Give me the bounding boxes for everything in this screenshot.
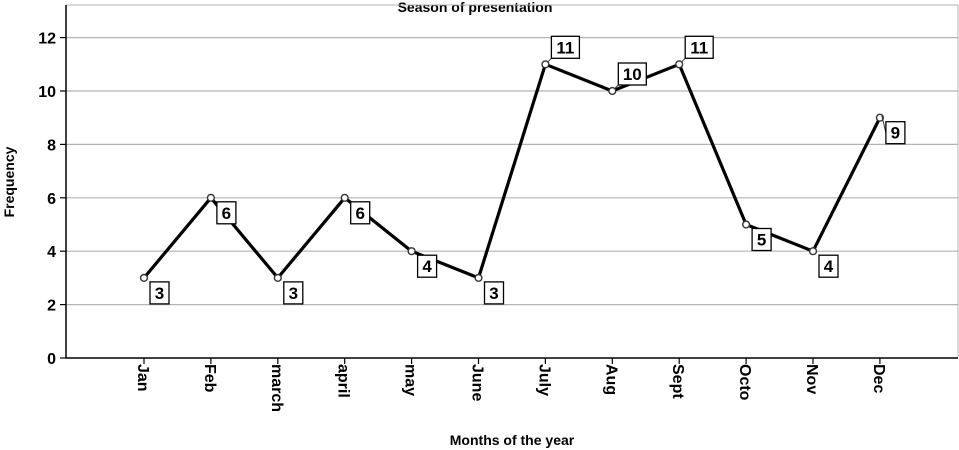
data-point xyxy=(741,220,751,229)
data-label: 9 xyxy=(891,124,900,143)
x-tick-label: July xyxy=(535,364,552,396)
data-label-box xyxy=(283,281,304,305)
data-label: 11 xyxy=(690,38,708,57)
x-tick-label: march xyxy=(268,364,285,412)
data-label: 5 xyxy=(757,231,766,250)
data-label-box xyxy=(818,254,839,278)
y-tick-label: 6 xyxy=(47,191,56,208)
data-label-box xyxy=(617,62,647,86)
chart-title: Season of presentation xyxy=(398,0,553,15)
x-tick-label: Nov xyxy=(803,364,820,394)
data-point xyxy=(675,60,684,69)
x-tick-label: June xyxy=(469,364,486,401)
data-labels: 3 6 3 6 4 3 11 10 11 5 4 9 xyxy=(149,35,906,305)
y-tick-label: 2 xyxy=(47,298,56,315)
x-tick-label: Sept xyxy=(669,364,686,399)
data-label-box xyxy=(149,281,170,305)
x-tick-label: Aug xyxy=(602,364,619,395)
data-point xyxy=(608,86,617,96)
x-tick-label: april xyxy=(335,364,352,398)
data-label: 3 xyxy=(155,284,164,303)
x-tick-label: may xyxy=(402,364,419,396)
x-tick-label: Dec xyxy=(870,364,887,393)
y-tick-label: 0 xyxy=(47,351,56,368)
data-label: 6 xyxy=(355,204,364,223)
x-tick-label: Jan xyxy=(134,364,151,392)
y-tick-label: 12 xyxy=(38,31,56,48)
data-label: 11 xyxy=(556,38,574,57)
data-point xyxy=(808,247,818,256)
series-line-group xyxy=(139,60,885,283)
data-label: 3 xyxy=(289,284,298,303)
y-tick-labels: 0 2 4 6 8 10 12 xyxy=(38,31,56,368)
data-label-box xyxy=(885,121,906,145)
data-label-box xyxy=(216,201,237,225)
data-label-box xyxy=(350,201,371,225)
data-label-box xyxy=(684,35,714,59)
x-tick-label: Octo xyxy=(736,364,753,401)
x-axis-label: Months of the year xyxy=(450,432,575,448)
data-point xyxy=(340,193,349,202)
data-label: 6 xyxy=(222,204,231,223)
y-tick-label: 8 xyxy=(47,137,56,154)
data-label-box xyxy=(550,35,581,59)
x-tick-label: Feb xyxy=(201,364,218,393)
data-label: 4 xyxy=(422,257,432,276)
data-label-box xyxy=(751,227,772,252)
x-tick-labels: Jan Feb march april may June July Aug Sept Octo No… xyxy=(134,364,887,412)
data-label-box xyxy=(483,281,505,305)
data-point xyxy=(139,273,149,283)
data-label-box xyxy=(416,254,438,278)
y-tick-label: 10 xyxy=(38,84,56,101)
data-point xyxy=(273,273,282,283)
data-point xyxy=(474,273,483,283)
data-label: 3 xyxy=(489,284,498,303)
data-point xyxy=(407,247,416,256)
y-axis-label: Frequency xyxy=(1,146,17,217)
data-point xyxy=(206,193,216,202)
axes xyxy=(60,4,959,364)
y-tick-label: 4 xyxy=(47,244,56,261)
data-label: 4 xyxy=(824,257,834,276)
data-point xyxy=(541,60,550,69)
data-label: 10 xyxy=(623,65,642,84)
